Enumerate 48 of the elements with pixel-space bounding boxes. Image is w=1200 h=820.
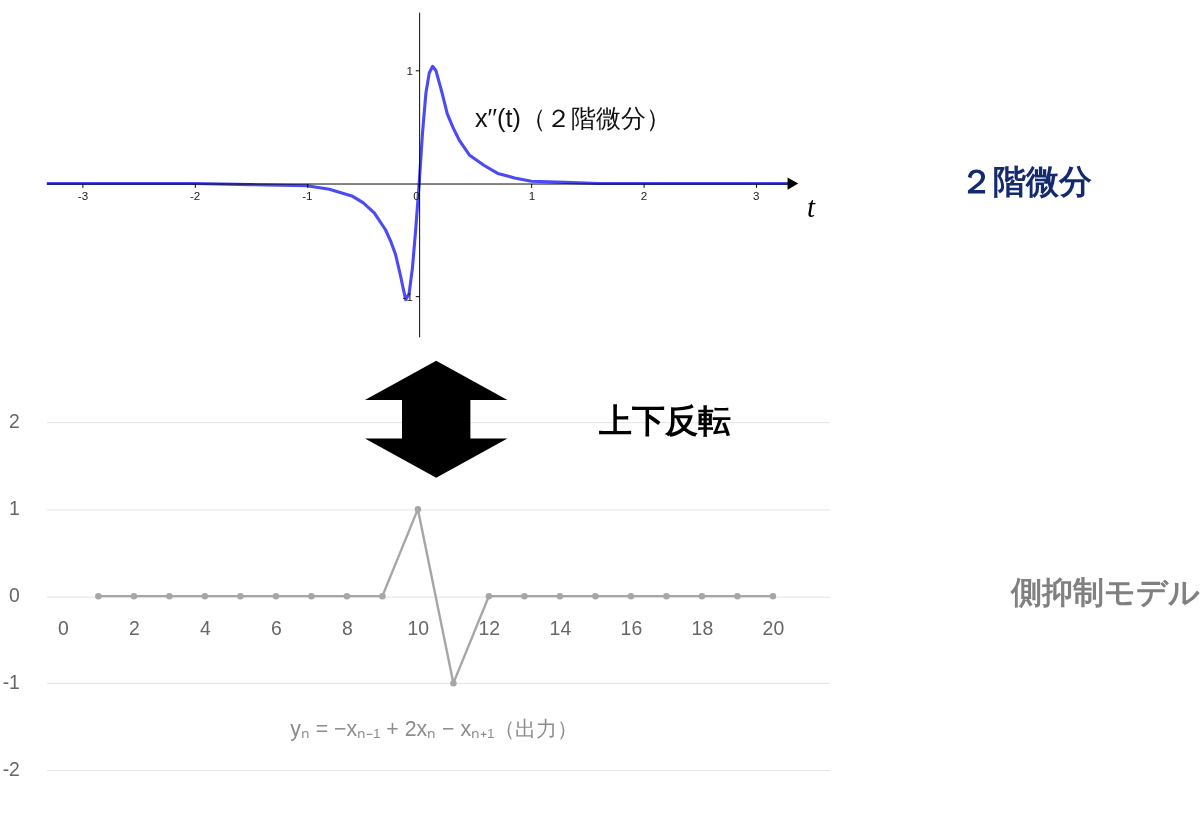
x-tick-label: 8 bbox=[341, 617, 353, 640]
point bbox=[663, 592, 670, 600]
x-tick-label: -2 bbox=[189, 189, 201, 203]
y-tick-label: -1 bbox=[2, 671, 20, 694]
annotation: 上下反転 bbox=[598, 401, 732, 439]
y-tick-label: 1 bbox=[9, 497, 20, 520]
x-tick-label: 18 bbox=[691, 617, 714, 640]
point bbox=[450, 679, 457, 687]
x-tick-label: -1 bbox=[302, 189, 313, 203]
point bbox=[769, 592, 777, 600]
x-tick-label: 14 bbox=[549, 617, 572, 640]
point bbox=[201, 592, 209, 600]
point bbox=[343, 592, 351, 600]
x-axis-title: t bbox=[806, 190, 816, 223]
point bbox=[308, 592, 315, 600]
text: ２階微分 bbox=[959, 163, 1092, 201]
x-tick-label: 4 bbox=[199, 617, 211, 640]
point bbox=[627, 592, 635, 600]
point bbox=[95, 592, 102, 600]
x-tick-label: -3 bbox=[77, 189, 89, 203]
point bbox=[130, 592, 138, 600]
y-tick-label: -2 bbox=[2, 758, 20, 781]
point bbox=[166, 592, 173, 600]
point bbox=[414, 505, 422, 513]
y-tick-label: 0 bbox=[9, 584, 21, 607]
annotation: yₙ = −xₙ₋₁ + 2xₙ − xₙ₊₁（出力） bbox=[290, 717, 579, 742]
point bbox=[272, 592, 280, 600]
x-tick-label: 0 bbox=[57, 617, 69, 640]
annotation: x′′(t)（２階微分） bbox=[474, 103, 671, 132]
x-tick-label: 3 bbox=[753, 189, 760, 203]
x-tick-label: 16 bbox=[620, 617, 643, 640]
x-tick-label: 2 bbox=[640, 189, 648, 203]
x-tick-label: 12 bbox=[478, 617, 501, 640]
point bbox=[521, 592, 528, 600]
y-tick-label: 2 bbox=[9, 410, 20, 433]
x-tick-label: 1 bbox=[528, 189, 536, 203]
text: 側抑制モデル bbox=[1009, 575, 1200, 611]
point bbox=[379, 592, 386, 600]
x-tick-label: 10 bbox=[407, 617, 430, 640]
point bbox=[556, 592, 564, 600]
x-tick-label: 2 bbox=[128, 617, 140, 640]
x-tick-label: 6 bbox=[270, 617, 282, 640]
point bbox=[592, 592, 599, 600]
point bbox=[698, 592, 706, 600]
point bbox=[734, 592, 741, 600]
x-tick-label: 20 bbox=[762, 617, 785, 640]
point bbox=[485, 592, 493, 600]
point bbox=[237, 592, 244, 600]
